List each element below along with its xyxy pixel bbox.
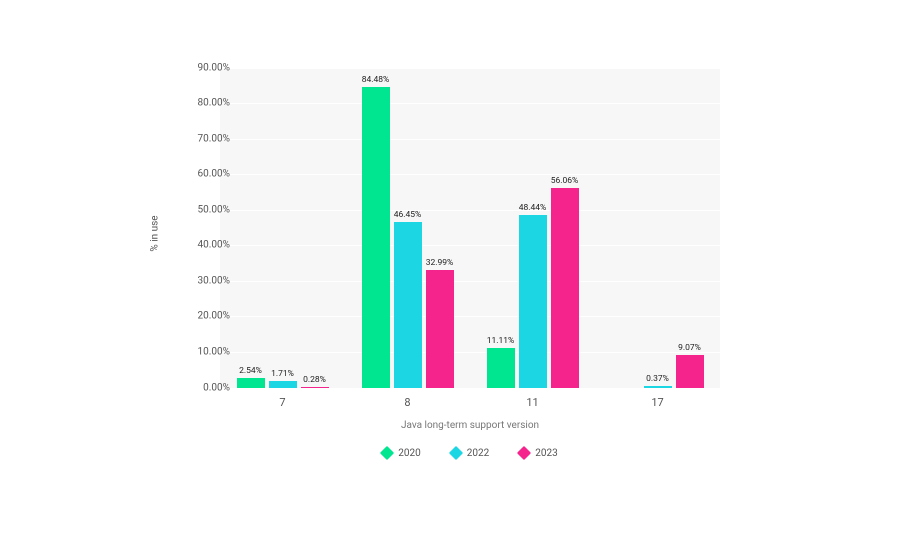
bar-slot: 56.06% (551, 68, 579, 388)
bar-value-label: 84.48% (362, 75, 390, 85)
bar-value-label: 0.28% (303, 375, 326, 385)
legend-label: 2022 (467, 448, 489, 459)
bar-slot: 0.37% (644, 68, 672, 388)
bar-group: 84.48%46.45%32.99% (362, 68, 454, 388)
bar-slot: 84.48% (362, 68, 390, 388)
bar-value-label: 56.06% (551, 176, 579, 186)
bar-slot: 46.45% (394, 68, 422, 388)
x-tick-label: 11 (526, 396, 538, 409)
bar: 9.07% (676, 355, 704, 387)
bar: 2.54% (237, 378, 265, 387)
bar-value-label: 2.54% (239, 366, 262, 376)
bar: 46.45% (394, 222, 422, 387)
legend-label: 2023 (535, 448, 557, 459)
y-axis-label: % in use (150, 215, 161, 251)
y-tick-label: 10.00% (180, 346, 230, 357)
x-tick-label: 7 (279, 396, 285, 409)
bar-value-label: 9.07% (678, 343, 701, 353)
bar-slot: 0.28% (301, 68, 329, 388)
bar-value-label: 0.37% (646, 374, 669, 384)
bar: 1.71% (269, 381, 297, 387)
x-tick-label: 17 (651, 396, 663, 409)
bar-group: 0.37% 9.07% (612, 68, 704, 388)
x-axis-label: Java long-term support version (220, 420, 720, 431)
bar: 11.11% (487, 348, 515, 388)
bar-slot: 1.71% (269, 68, 297, 388)
x-tick-label: 8 (404, 396, 410, 409)
bar: 0.37% (644, 386, 672, 387)
y-tick-label: 30.00% (180, 275, 230, 286)
legend: 2020 2022 2023 (220, 448, 720, 459)
legend-item: 2020 (382, 448, 420, 459)
y-tick-label: 40.00% (180, 240, 230, 251)
legend-swatch (517, 446, 531, 460)
bar: 0.28% (301, 387, 329, 388)
gridline (220, 388, 720, 389)
bar-value-label: 32.99% (426, 258, 454, 268)
bar: 48.44% (519, 215, 547, 387)
bar-slot: 9.07% (676, 68, 704, 388)
bar-group: 11.11%48.44%56.06% (487, 68, 579, 388)
bar-slot: 32.99% (426, 68, 454, 388)
legend-item: 2022 (451, 448, 489, 459)
bar: 32.99% (426, 270, 454, 387)
bar-slot: 2.54% (237, 68, 265, 388)
y-tick-label: 80.00% (180, 98, 230, 109)
bar-slot: 48.44% (519, 68, 547, 388)
y-tick-label: 0.00% (180, 382, 230, 393)
bar-value-label: 46.45% (394, 210, 422, 220)
bar-group: 2.54% 1.71% 0.28% (237, 68, 329, 388)
bar: 84.48% (362, 87, 390, 387)
bar-slot: 11.11% (487, 68, 515, 388)
bar-value-label: 48.44% (519, 203, 547, 213)
legend-label: 2020 (398, 448, 420, 459)
bar-value-label: 1.71% (271, 369, 294, 379)
y-tick-label: 20.00% (180, 311, 230, 322)
legend-item: 2023 (519, 448, 557, 459)
y-tick-label: 70.00% (180, 133, 230, 144)
legend-swatch (380, 446, 394, 460)
legend-swatch (449, 446, 463, 460)
y-tick-label: 90.00% (180, 62, 230, 73)
chart-container: % in use 2.54%1.71%0.28%84.48%46.45%32.9… (160, 58, 740, 488)
bar: 56.06% (551, 188, 579, 387)
bar-slot (612, 68, 640, 388)
y-tick-label: 50.00% (180, 204, 230, 215)
y-tick-label: 60.00% (180, 169, 230, 180)
bar-value-label: 11.11% (487, 336, 515, 346)
bars-layer: 2.54%1.71%0.28%84.48%46.45%32.99%11.11%4… (220, 68, 720, 388)
